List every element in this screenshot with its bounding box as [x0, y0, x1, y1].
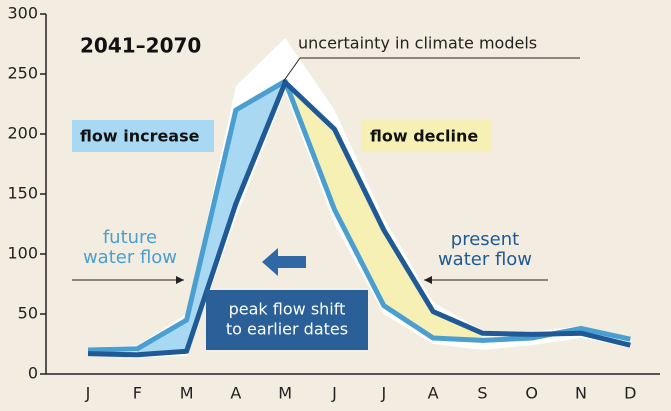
increase-label: flow increase: [80, 127, 200, 146]
y-tick-label: 250: [7, 64, 38, 83]
shift-label: to earlier dates: [226, 320, 348, 339]
y-tick-label: 50: [18, 304, 38, 323]
arrowhead: [176, 276, 184, 284]
y-tick-label: 200: [7, 124, 38, 143]
x-tick-label: A: [428, 384, 439, 403]
x-tick-label: J: [331, 384, 337, 403]
x-tick-label: J: [85, 384, 91, 403]
x-tick-label: M: [278, 384, 292, 403]
line: [87, 79, 631, 358]
legend-label: water flow: [438, 249, 532, 270]
legend-label: water flow: [83, 247, 177, 268]
x-tick-label: O: [525, 384, 538, 403]
x-tick-label: M: [180, 384, 194, 403]
decline-area: [285, 81, 483, 341]
chart-title: 2041–2070: [80, 34, 201, 58]
shift-arrow: [262, 248, 306, 276]
legend-label: future: [103, 227, 157, 248]
y-tick-label: 300: [7, 4, 38, 23]
shift-label: peak flow shift: [229, 300, 346, 319]
y-tick-label: 100: [7, 244, 38, 263]
arrowhead: [424, 276, 432, 284]
label-box: [362, 120, 492, 152]
shift-box: [206, 290, 368, 350]
legend-label: present: [451, 229, 519, 250]
x-tick-label: J: [380, 384, 386, 403]
decline-label: flow decline: [370, 127, 478, 146]
y-tick-label: 0: [28, 364, 38, 383]
y-tick-label: 150: [7, 184, 38, 203]
x-tick-label: A: [230, 384, 241, 403]
pointer: [282, 57, 301, 83]
x-tick-label: D: [624, 384, 636, 403]
x-tick-label: S: [477, 384, 487, 403]
uncertainty-label: uncertainty in climate models: [298, 34, 537, 53]
x-tick-label: F: [133, 384, 142, 403]
x-tick-label: N: [575, 384, 587, 403]
label-box: [72, 120, 214, 152]
